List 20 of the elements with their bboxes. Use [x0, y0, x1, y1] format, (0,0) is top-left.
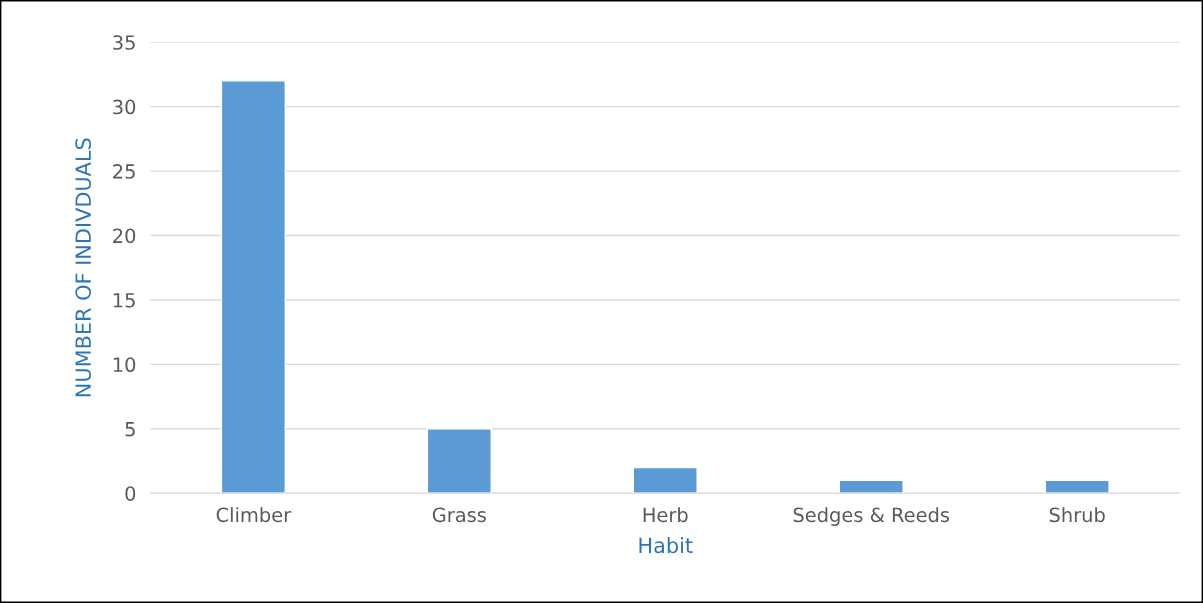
bar [1044, 479, 1110, 494]
bar [220, 80, 286, 494]
x-tick-label: Grass [432, 507, 486, 523]
x-axis-title: Habit [639, 537, 693, 554]
x-tick-label: Herb [643, 507, 688, 523]
y-tick-label: 10 [113, 357, 136, 373]
y-tick-label: 35 [113, 35, 135, 50]
y-tick-label: 30 [113, 99, 136, 115]
y-tick-label: 15 [113, 293, 135, 308]
y-tick-label: 25 [113, 164, 135, 179]
bar [632, 466, 698, 494]
y-tick-label: 20 [113, 228, 136, 244]
bar [838, 479, 904, 494]
y-tick-label: 5 [125, 422, 135, 437]
x-tick-label: Sedges & Reeds [793, 507, 950, 526]
x-tick-label: Shrub [1049, 507, 1105, 523]
y-axis-title: NUMBER OF INDIVDUALS [75, 138, 92, 397]
x-tick-label: Climber [216, 507, 292, 523]
y-tick-label: 0 [125, 486, 136, 501]
bar [426, 428, 492, 494]
